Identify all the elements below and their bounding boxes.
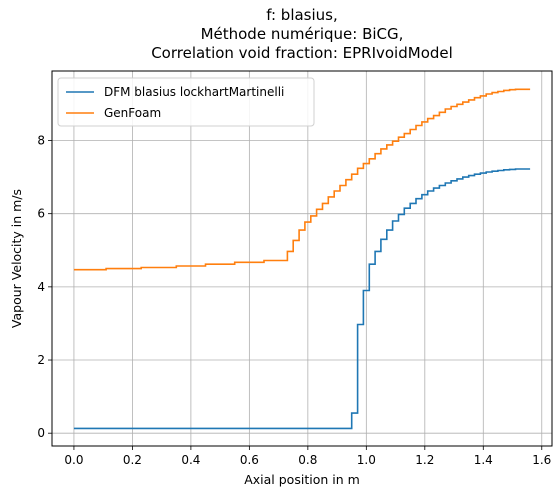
x-tick-label: 1.2 [415,453,434,467]
y-tick-label: 0 [37,426,45,440]
legend: DFM blasius lockhartMartinelli GenFoam [57,77,315,127]
x-tick-label: 1.6 [532,453,551,467]
y-tick-label: 6 [37,207,45,221]
chart-title-line: Correlation void fraction: EPRIvoidModel [151,44,453,62]
legend-label: DFM blasius lockhartMartinelli [104,85,284,99]
y-axis-label: Vapour Velocity in m/s [9,189,24,328]
series-line-0 [73,168,531,430]
y-tick-label: 4 [37,280,45,294]
chart-title-line: f: blasius, [266,6,338,24]
chart-title: f: blasius,Méthode numérique: BiCG,Corre… [151,6,453,62]
series-lines [73,88,531,430]
x-tick-label: 0.4 [181,453,200,467]
y-axis-ticks: 0 2 4 6 8 [37,134,52,440]
plot-area-frame [51,70,553,447]
series-line-1 [73,88,531,271]
x-tick-label: 0.0 [64,453,83,467]
chart-title-line: Méthode numérique: BiCG, [201,25,404,43]
x-tick-label: 1.0 [357,453,376,467]
legend-box [57,77,315,127]
x-axis-ticks: 0.0 0.2 0.4 0.6 0.8 1.0 1.2 1.4 1.6 [64,446,551,467]
grid [52,71,552,446]
x-tick-label: 1.4 [474,453,493,467]
x-axis-label: Axial position in m [244,472,360,487]
legend-label: GenFoam [104,106,161,120]
y-tick-label: 8 [37,134,45,148]
y-tick-label: 2 [37,353,45,367]
x-tick-label: 0.2 [123,453,142,467]
x-tick-label: 0.6 [240,453,259,467]
x-tick-label: 0.8 [298,453,317,467]
